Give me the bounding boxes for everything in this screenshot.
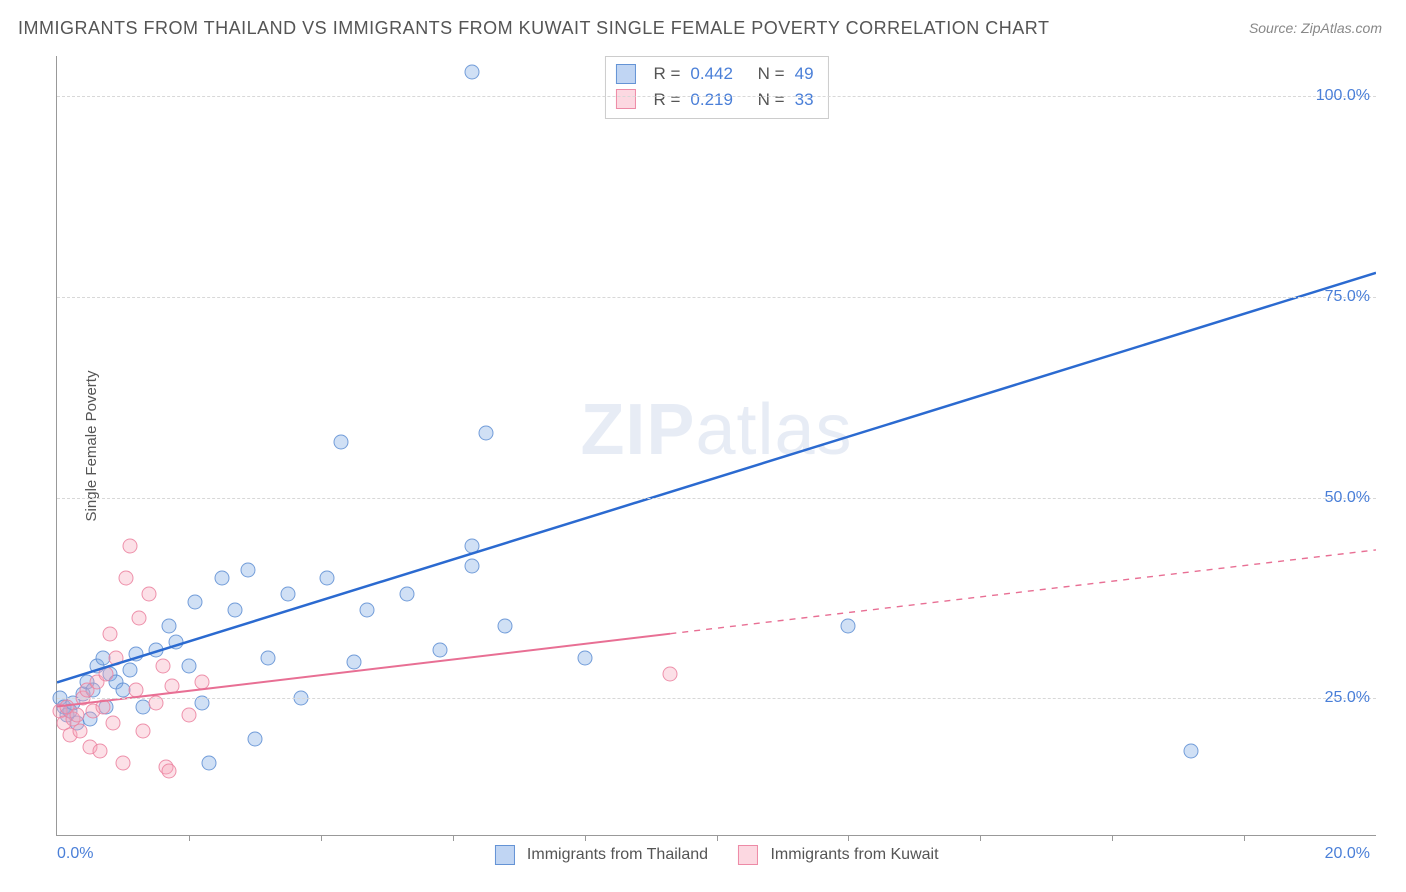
data-point: [181, 659, 196, 674]
data-point: [129, 647, 144, 662]
x-tick-label: 0.0%: [57, 845, 93, 863]
data-point: [148, 695, 163, 710]
swatch-icon: [494, 845, 514, 865]
data-point: [228, 603, 243, 618]
trend-line-extrapolated: [670, 550, 1376, 634]
legend-item-kuwait: Immigrants from Kuwait: [738, 845, 939, 865]
swatch-icon: [738, 845, 758, 865]
legend-label: Immigrants from Kuwait: [770, 846, 938, 863]
data-point: [201, 755, 216, 770]
gridline: [57, 297, 1376, 298]
data-point: [195, 695, 210, 710]
data-point: [106, 715, 121, 730]
data-point: [162, 619, 177, 634]
data-point: [168, 635, 183, 650]
data-point: [181, 707, 196, 722]
scatter-plot-area: ZIPatlas R = 0.442 N = 49 R = 0.219 N = …: [56, 56, 1376, 836]
x-tick-mark: [585, 835, 586, 841]
x-tick-mark: [189, 835, 190, 841]
data-point: [280, 587, 295, 602]
gridline: [57, 698, 1376, 699]
x-tick-mark: [848, 835, 849, 841]
n-value: 33: [795, 87, 814, 113]
x-tick-label: 20.0%: [1325, 845, 1370, 863]
data-point: [465, 538, 480, 553]
gridline: [57, 498, 1376, 499]
x-tick-mark: [321, 835, 322, 841]
data-point: [247, 731, 262, 746]
data-point: [498, 619, 513, 634]
x-tick-mark: [1244, 835, 1245, 841]
data-point: [122, 538, 137, 553]
r-value: 0.442: [690, 61, 733, 87]
watermark: ZIPatlas: [580, 389, 852, 471]
data-point: [155, 659, 170, 674]
gridline: [57, 96, 1376, 97]
legend-row-kuwait: R = 0.219 N = 33: [615, 87, 813, 113]
legend-row-thailand: R = 0.442 N = 49: [615, 61, 813, 87]
data-point: [148, 643, 163, 658]
data-point: [142, 587, 157, 602]
data-point: [333, 434, 348, 449]
data-point: [465, 65, 480, 80]
data-point: [241, 562, 256, 577]
data-point: [188, 595, 203, 610]
legend-label: Immigrants from Thailand: [527, 846, 708, 863]
n-value: 49: [795, 61, 814, 87]
trend-lines-layer: [57, 56, 1376, 835]
data-point: [109, 651, 124, 666]
data-point: [214, 571, 229, 586]
data-point: [119, 571, 134, 586]
source-credit: Source: ZipAtlas.com: [1249, 20, 1382, 36]
y-tick-label: 100.0%: [1316, 87, 1370, 105]
data-point: [132, 611, 147, 626]
data-point: [465, 558, 480, 573]
n-label: N =: [758, 87, 785, 113]
data-point: [165, 679, 180, 694]
x-tick-mark: [980, 835, 981, 841]
data-point: [359, 603, 374, 618]
swatch-icon: [615, 89, 635, 109]
data-point: [261, 651, 276, 666]
data-point: [115, 755, 130, 770]
data-point: [841, 619, 856, 634]
n-label: N =: [758, 61, 785, 87]
data-point: [1184, 743, 1199, 758]
r-label: R =: [653, 87, 680, 113]
x-tick-mark: [1112, 835, 1113, 841]
data-point: [135, 723, 150, 738]
data-point: [346, 655, 361, 670]
swatch-icon: [615, 64, 635, 84]
data-point: [99, 667, 114, 682]
data-point: [73, 723, 88, 738]
r-label: R =: [653, 61, 680, 87]
data-point: [399, 587, 414, 602]
data-point: [577, 651, 592, 666]
data-point: [195, 675, 210, 690]
data-point: [478, 426, 493, 441]
y-tick-label: 25.0%: [1325, 689, 1370, 707]
data-point: [320, 571, 335, 586]
x-tick-mark: [717, 835, 718, 841]
data-point: [663, 667, 678, 682]
y-tick-label: 75.0%: [1325, 288, 1370, 306]
series-legend: Immigrants from Thailand Immigrants from…: [494, 845, 938, 865]
data-point: [122, 663, 137, 678]
y-tick-label: 50.0%: [1325, 489, 1370, 507]
data-point: [162, 763, 177, 778]
data-point: [102, 627, 117, 642]
data-point: [92, 743, 107, 758]
r-value: 0.219: [690, 87, 733, 113]
chart-title: IMMIGRANTS FROM THAILAND VS IMMIGRANTS F…: [18, 18, 1049, 39]
data-point: [96, 699, 111, 714]
x-tick-mark: [453, 835, 454, 841]
data-point: [69, 707, 84, 722]
trend-line: [57, 634, 670, 707]
data-point: [432, 643, 447, 658]
correlation-legend: R = 0.442 N = 49 R = 0.219 N = 33: [604, 56, 828, 119]
trend-line: [57, 273, 1376, 683]
legend-item-thailand: Immigrants from Thailand: [494, 845, 708, 865]
data-point: [129, 683, 144, 698]
